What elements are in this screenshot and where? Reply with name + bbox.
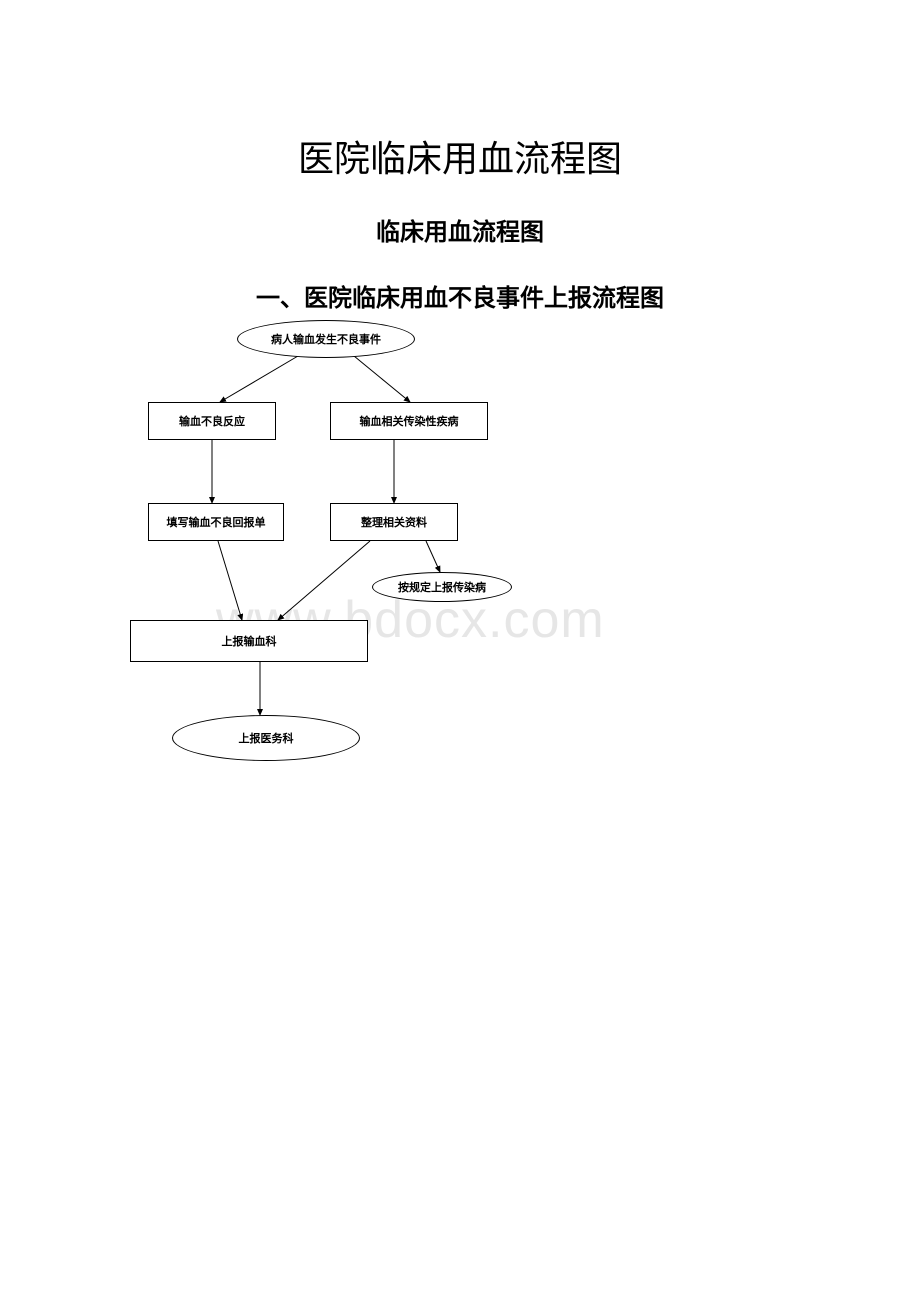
flowchart-container: 病人输血发生不良事件输血不良反应 输血相关传染性疾病填写输血不良回报单 整理相关资料… bbox=[130, 320, 690, 840]
flowchart-node-n3: 输血相关传染性疾病 bbox=[330, 402, 488, 440]
flowchart-edge-n5-n6 bbox=[426, 541, 440, 572]
section-heading: 一、医院临床用血不良事件上报流程图 bbox=[0, 278, 920, 313]
flowchart-node-n8: 上报医务科 bbox=[172, 715, 360, 761]
page-title: 医院临床用血流程图 bbox=[0, 130, 920, 182]
flowchart-node-n1: 病人输血发生不良事件 bbox=[237, 320, 415, 358]
flowchart-node-n7: 上报输血科 bbox=[130, 620, 368, 662]
flowchart-node-n5: 整理相关资料 bbox=[330, 503, 458, 541]
flowchart-edge-n5-n7 bbox=[278, 541, 370, 620]
sub-title: 临床用血流程图 bbox=[0, 212, 920, 247]
flowchart-node-n6: 按规定上报传染病 bbox=[372, 572, 512, 602]
flowchart-edge-n1-n3 bbox=[354, 356, 410, 402]
flowchart-node-n4: 填写输血不良回报单 bbox=[148, 503, 284, 541]
flowchart-edge-n1-n2 bbox=[220, 356, 298, 402]
flowchart-node-n2: 输血不良反应 bbox=[148, 402, 276, 440]
flowchart-edge-n4-n7 bbox=[218, 541, 242, 620]
